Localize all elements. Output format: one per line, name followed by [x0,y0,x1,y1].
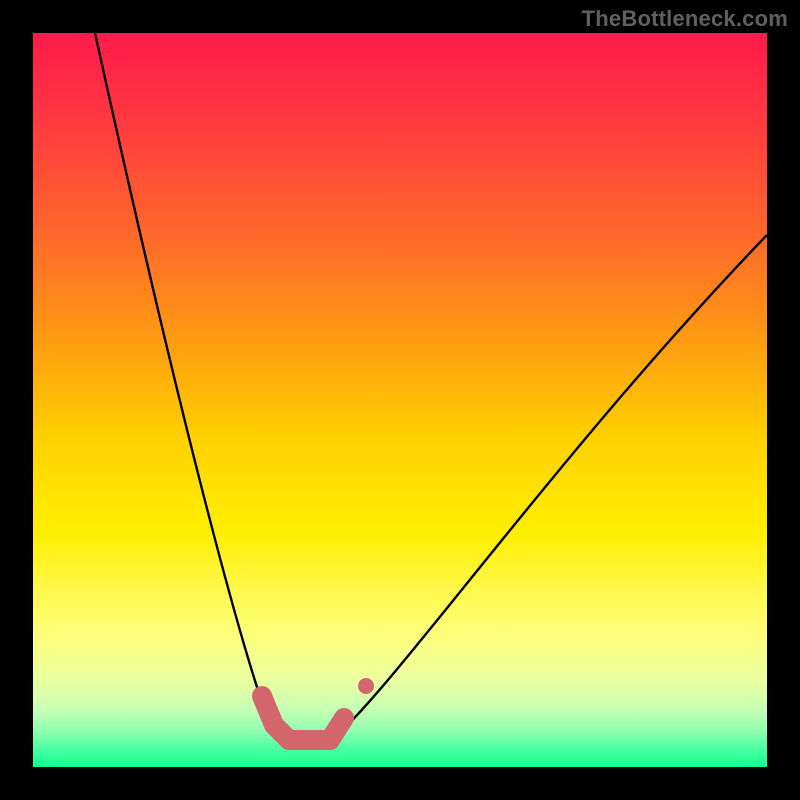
bottleneck-chart [0,0,800,800]
plot-background [33,33,767,767]
chart-container: { "watermark": "TheBottleneck.com", "cha… [0,0,800,800]
watermark-text: TheBottleneck.com [582,6,788,32]
